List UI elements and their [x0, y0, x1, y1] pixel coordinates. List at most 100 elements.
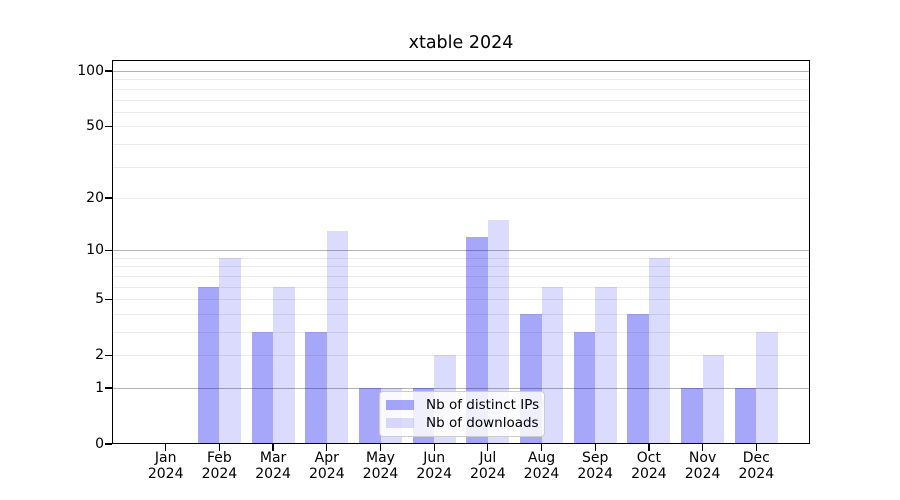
- major-gridline-100: [112, 71, 810, 72]
- x-tick-label-oct: Oct 2024: [621, 450, 677, 482]
- x-tick-label-jun: Jun 2024: [406, 450, 462, 482]
- x-tick-label-jul: Jul 2024: [460, 450, 516, 482]
- y-tick-10: [105, 249, 112, 251]
- minor-gridline-7: [112, 275, 810, 277]
- x-tick-aug: [540, 444, 543, 451]
- month-name: Apr: [314, 450, 339, 466]
- legend-swatch-downloads-icon: [386, 418, 414, 428]
- month-name: Jan: [154, 450, 177, 466]
- month-year: 2024: [738, 465, 775, 482]
- minor-gridline-2: [112, 355, 810, 357]
- bar-dec-downloads: [756, 332, 778, 444]
- y-tick-label-20: 20: [86, 189, 104, 206]
- x-tick-label-dec: Dec 2024: [728, 450, 784, 482]
- bar-oct-distinct-ips: [627, 313, 649, 444]
- y-tick-1: [105, 387, 112, 389]
- minor-gridline-30: [112, 166, 810, 168]
- bar-nov-downloads: [702, 355, 725, 444]
- y-tick-label-5: 5: [95, 291, 104, 308]
- minor-gridline-70: [112, 99, 810, 101]
- minor-gridline-9: [112, 257, 810, 259]
- month-name: May: [366, 450, 395, 466]
- minor-gridline-90: [112, 79, 810, 81]
- legend-item-distinct-ips: Nb of distinct IPs: [386, 397, 544, 413]
- x-tick-jan: [165, 444, 167, 451]
- month-name: Nov: [688, 450, 717, 466]
- month-name: Jun: [423, 450, 446, 466]
- month-year: 2024: [469, 465, 506, 482]
- x-tick-oct: [648, 444, 650, 451]
- x-tick-jun: [433, 444, 435, 451]
- month-name: Mar: [259, 450, 287, 466]
- bar-may-distinct-ips: [359, 388, 381, 444]
- minor-gridline-4: [112, 313, 810, 315]
- bar-feb-downloads: [219, 257, 241, 444]
- minor-gridline-20: [112, 197, 810, 199]
- month-year: 2024: [147, 465, 184, 482]
- bar-nov-distinct-ips: [681, 388, 703, 444]
- minor-gridline-80: [112, 88, 810, 90]
- legend-label-distinct-ips: Nb of distinct IPs: [426, 397, 540, 413]
- month-year: 2024: [308, 465, 345, 482]
- month-year: 2024: [255, 465, 291, 482]
- y-tick-label-2: 2: [95, 347, 104, 364]
- legend-swatch-distinct-ips-icon: [386, 400, 414, 410]
- bar-mar-downloads: [273, 286, 295, 444]
- month-year: 2024: [684, 465, 721, 482]
- y-tick-0: [105, 443, 112, 445]
- bar-mar-distinct-ips: [251, 332, 274, 444]
- bar-apr-distinct-ips: [305, 332, 327, 444]
- y-tick-5: [105, 298, 112, 300]
- legend: Nb of distinct IPs Nb of downloads: [379, 391, 545, 437]
- x-tick-label-jan: Jan 2024: [138, 450, 194, 482]
- month-name: Sep: [581, 450, 609, 466]
- y-tick-100: [105, 70, 112, 72]
- minor-gridline-5: [112, 299, 810, 301]
- month-name: Jul: [479, 450, 497, 466]
- y-tick-label-100: 100: [77, 63, 104, 79]
- plot-area: [112, 60, 810, 444]
- minor-gridline-8: [112, 266, 810, 268]
- minor-gridline-6: [112, 286, 810, 288]
- x-tick-apr: [326, 444, 328, 451]
- y-tick-50: [105, 125, 112, 127]
- legend-label-downloads: Nb of downloads: [426, 415, 539, 431]
- bar-sep-downloads: [595, 286, 617, 444]
- bar-sep-distinct-ips: [573, 332, 596, 444]
- bar-oct-downloads: [648, 257, 671, 444]
- month-name: Feb: [206, 450, 232, 466]
- x-tick-label-mar: Mar 2024: [245, 450, 301, 482]
- y-tick-label-50: 50: [86, 118, 104, 135]
- x-tick-dec: [755, 444, 757, 451]
- x-tick-label-sep: Sep 2024: [567, 450, 623, 482]
- month-year: 2024: [631, 465, 667, 482]
- bar-apr-downloads: [326, 230, 349, 444]
- month-name: Dec: [742, 450, 770, 466]
- bar-aug-downloads: [541, 286, 563, 444]
- chart-title: xtable 2024: [408, 33, 514, 53]
- minor-gridline-60: [112, 111, 810, 113]
- x-tick-jul: [487, 444, 489, 451]
- minor-gridline-50: [112, 126, 810, 128]
- x-tick-feb: [218, 444, 221, 451]
- bar-feb-distinct-ips: [197, 286, 220, 444]
- y-tick-label-1: 1: [95, 380, 104, 396]
- x-tick-label-aug: Aug 2024: [514, 450, 570, 482]
- month-name: Oct: [636, 450, 661, 466]
- y-tick-label-0: 0: [95, 436, 104, 452]
- month-year: 2024: [416, 465, 452, 482]
- x-tick-sep: [594, 444, 596, 451]
- x-tick-nov: [701, 444, 704, 451]
- bar-dec-distinct-ips: [734, 388, 757, 444]
- y-tick-2: [105, 354, 112, 356]
- x-tick-label-feb: Feb 2024: [191, 450, 247, 482]
- legend-item-downloads: Nb of downloads: [386, 415, 544, 431]
- major-gridline-10: [112, 250, 810, 252]
- month-year: 2024: [523, 465, 560, 482]
- minor-gridline-3: [112, 332, 810, 333]
- x-tick-label-apr: Apr 2024: [299, 450, 355, 482]
- minor-gridline-40: [112, 143, 810, 145]
- x-tick-label-nov: Nov 2024: [675, 450, 731, 482]
- y-tick-20: [105, 197, 112, 199]
